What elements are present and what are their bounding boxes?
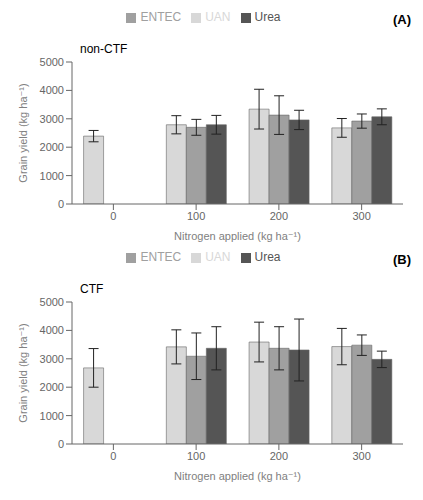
svg-text:5000: 5000 — [40, 296, 64, 308]
svg-text:2000: 2000 — [40, 381, 64, 393]
svg-text:200: 200 — [270, 450, 288, 462]
svg-text:Nitrogen applied (kg ha⁻¹): Nitrogen applied (kg ha⁻¹) — [174, 230, 301, 242]
svg-text:0: 0 — [58, 198, 64, 210]
html-text:non-CTF: non-CTF — [80, 42, 128, 56]
html-text:ENTEC: ENTEC — [140, 10, 182, 24]
svg-text:3000: 3000 — [40, 353, 64, 365]
svg-text:1000: 1000 — [40, 170, 64, 182]
svg-text:100: 100 — [187, 210, 205, 222]
svg-text:0: 0 — [58, 438, 64, 450]
svg-text:300: 300 — [352, 210, 370, 222]
svg-text:3000: 3000 — [40, 113, 64, 125]
svg-text:100: 100 — [187, 450, 205, 462]
html-text:ENTEC: ENTEC — [140, 250, 182, 264]
svg-text:300: 300 — [352, 450, 370, 462]
svg-text:Grain yield (kg ha⁻¹): Grain yield (kg ha⁻¹) — [17, 83, 29, 182]
svg-text:1000: 1000 — [40, 410, 64, 422]
html-text:(A): (A) — [393, 12, 411, 27]
svg-text:0: 0 — [110, 450, 116, 462]
html-text:UAN: UAN — [205, 10, 231, 24]
html-text:Urea: Urea — [254, 10, 281, 24]
html-text:(B): (B) — [393, 252, 411, 267]
svg-text:2000: 2000 — [40, 141, 64, 153]
svg-text:Nitrogen applied (kg ha⁻¹): Nitrogen applied (kg ha⁻¹) — [174, 470, 301, 482]
svg-text:4000: 4000 — [40, 324, 64, 336]
svg-text:200: 200 — [270, 210, 288, 222]
svg-text:5000: 5000 — [40, 56, 64, 68]
html-text:Urea: Urea — [254, 250, 281, 264]
svg-text:4000: 4000 — [40, 84, 64, 96]
svg-text:0: 0 — [110, 210, 116, 222]
svg-text:Grain yield (kg ha⁻¹): Grain yield (kg ha⁻¹) — [17, 323, 29, 422]
html-text:UAN: UAN — [205, 250, 231, 264]
html-text:CTF: CTF — [80, 282, 104, 296]
